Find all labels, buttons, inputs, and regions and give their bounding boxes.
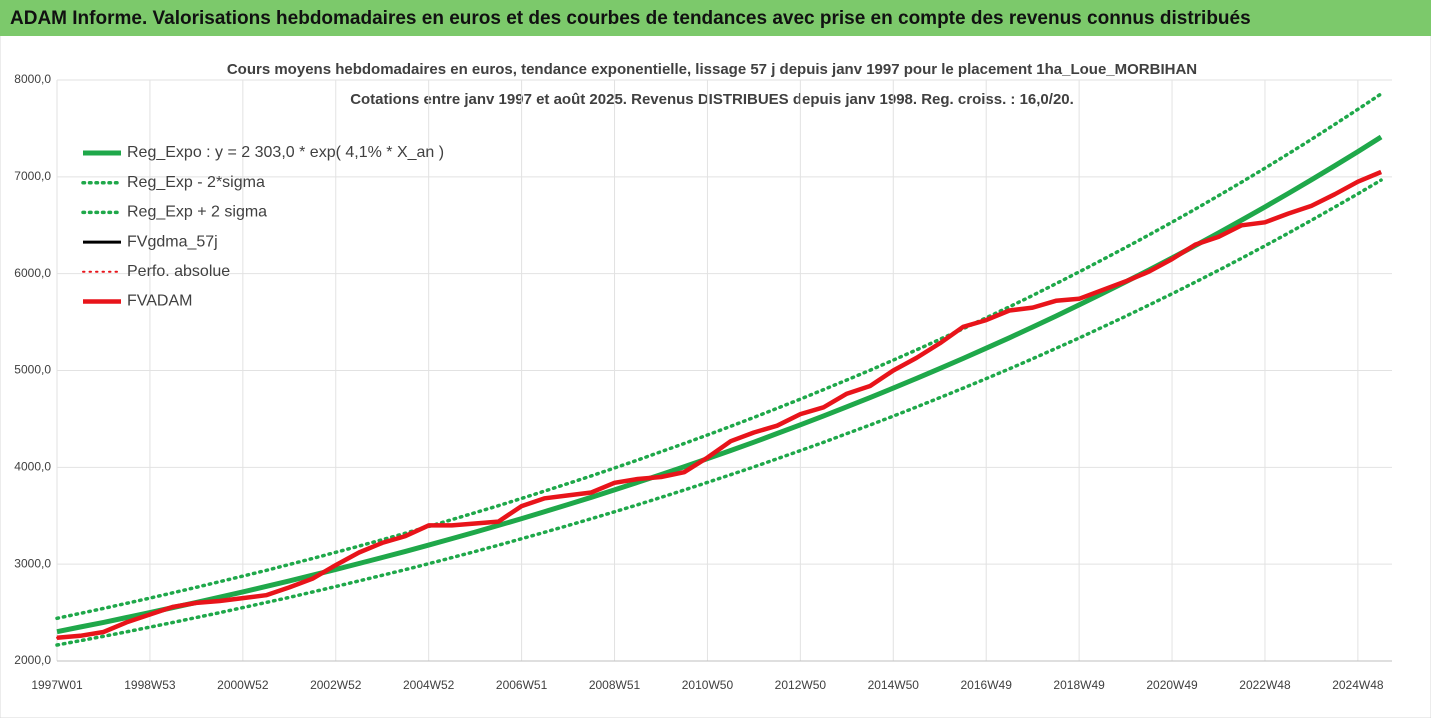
series-line: [56, 169, 1382, 641]
chart-title: Cours moyens hebdomadaires en euros, ten…: [227, 61, 1197, 78]
legend-label: Perfo. absolue: [127, 263, 230, 280]
series-line: [55, 92, 1383, 621]
y-tick-label: 7000,0: [14, 169, 51, 183]
x-tick-label: 2022W48: [1239, 678, 1291, 692]
title-band: [0, 0, 1431, 36]
legend-label: Reg_Exp - 2*sigma: [127, 174, 265, 191]
x-tick-label: 2006W51: [496, 678, 548, 692]
y-tick-label: 8000,0: [14, 72, 51, 86]
x-tick-label: 2014W50: [868, 678, 920, 692]
x-tick-label: 2000W52: [217, 678, 269, 692]
y-tick-label: 2000,0: [14, 653, 51, 667]
chart-subtitle: Cotations entre janv 1997 et août 2025. …: [350, 91, 1074, 108]
y-tick-label: 5000,0: [14, 363, 51, 377]
x-tick-label: 2010W50: [682, 678, 734, 692]
series-line: [55, 178, 1383, 647]
x-tick-label: 2024W48: [1332, 678, 1384, 692]
x-tick-label: 2002W52: [310, 678, 362, 692]
legend-label: Reg_Expo : y = 2 303,0 * exp( 4,1% * X_a…: [127, 144, 444, 161]
x-tick-label: 2020W49: [1146, 678, 1198, 692]
x-tick-label: 2008W51: [589, 678, 641, 692]
legend-label: Reg_Exp + 2 sigma: [127, 204, 267, 221]
page-title: ADAM Informe. Valorisations hebdomadaire…: [10, 8, 1251, 29]
x-tick-label: 2012W50: [775, 678, 827, 692]
y-tick-label: 6000,0: [14, 266, 51, 280]
x-tick-label: 1997W01: [31, 678, 83, 692]
y-tick-label: 4000,0: [14, 460, 51, 474]
legend-label: FVADAM: [127, 293, 192, 310]
x-tick-label: 2018W49: [1053, 678, 1105, 692]
x-tick-label: 2004W52: [403, 678, 455, 692]
y-tick-label: 3000,0: [14, 556, 51, 570]
legend-label: FVgdma_57j: [127, 233, 218, 250]
x-tick-label: 1998W53: [124, 678, 176, 692]
x-tick-label: 2016W49: [961, 678, 1013, 692]
